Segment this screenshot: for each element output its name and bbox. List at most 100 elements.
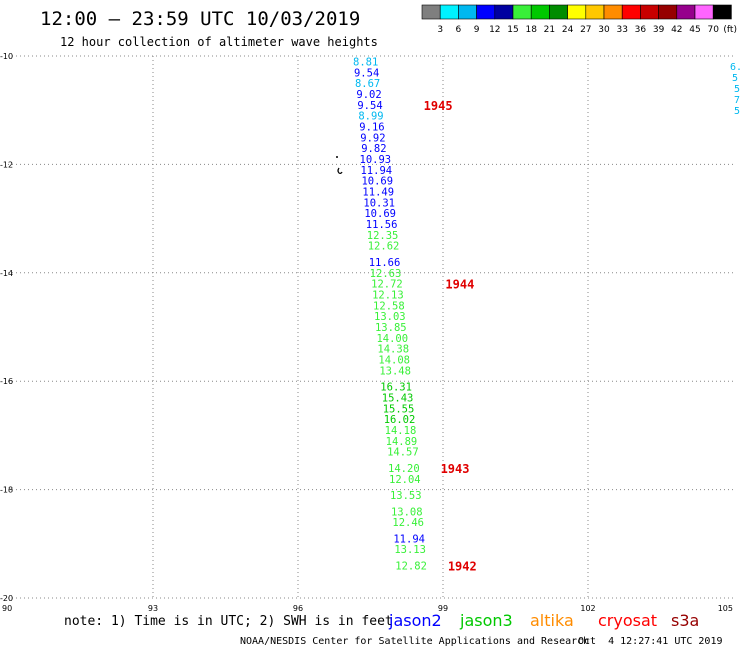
wave-height-label: 15.55	[383, 403, 415, 415]
colorbar-swatch	[676, 4, 696, 20]
wave-height-label: 14.38	[377, 344, 409, 356]
colorbar-swatch	[694, 4, 714, 20]
edge-wave-height-label: 5	[734, 106, 740, 117]
colorbar-tick-label: 9	[474, 25, 480, 35]
colorbar-tick-label: 21	[544, 25, 555, 35]
colorbar-swatch	[658, 4, 678, 20]
chart-title: 12:00 – 23:59 UTC 10/03/2019	[40, 8, 360, 30]
island-marker	[336, 156, 343, 174]
wave-height-label: 10.69	[364, 208, 396, 220]
timestamp-text: Oct 4 12:27:41 UTC 2019	[578, 636, 723, 647]
x-tick-label: 96	[293, 604, 303, 613]
colorbar-swatch	[603, 4, 623, 20]
wave-height-label: 9.02	[356, 89, 381, 101]
x-tick-label: 102	[580, 604, 595, 613]
satellite-legend-jason3: jason3	[459, 611, 513, 630]
wave-height-label: 8.67	[355, 78, 380, 90]
wave-height-label: 10.93	[360, 154, 392, 166]
wave-height-label: 13.13	[394, 544, 426, 556]
x-tick-label: 90	[2, 604, 12, 613]
wave-height-label: 13.53	[390, 490, 422, 502]
wave-height-label: 9.92	[360, 132, 385, 144]
edge-wave-height-label: 5	[734, 84, 740, 95]
colorbar-swatch	[640, 4, 659, 20]
footer: note: 1) Time is in UTC; 2) SWH is in fe…	[64, 611, 723, 647]
wave-height-label: 10.69	[361, 176, 393, 188]
colorbar-swatch	[512, 4, 532, 20]
colorbar-swatch	[621, 4, 641, 20]
satellite-legend-s3a: s3a	[671, 611, 699, 630]
wave-height-label: 12.58	[373, 300, 405, 312]
colorbar-tick-label: 42	[671, 25, 682, 35]
wave-height-label: 13.08	[391, 506, 423, 518]
colorbar-swatch	[476, 4, 496, 20]
colorbar-swatch	[494, 4, 514, 20]
wave-height-label: 14.18	[385, 425, 417, 437]
colorbar-tick-label: 6	[456, 25, 462, 35]
colorbar-swatch	[567, 4, 587, 20]
y-tick-label: -16	[0, 377, 13, 386]
edge-wave-height-label: 7	[734, 95, 740, 106]
wave-height-label: 14.08	[378, 355, 410, 367]
colorbar-tick-label: 33	[616, 25, 627, 35]
edge-wave-height-label: 5	[732, 73, 738, 84]
colorbar-swatch	[421, 4, 441, 20]
colorbar-tick-label: 24	[562, 25, 574, 35]
pass-time-label: 1944	[445, 278, 474, 292]
colorbar-swatch	[530, 4, 550, 20]
wave-height-label: 10.31	[363, 197, 395, 209]
colorbar-swatch	[458, 4, 477, 20]
colorbar-tick-label: 15	[507, 25, 518, 35]
wave-height-label: 11.94	[393, 533, 425, 545]
wave-height-label: 16.31	[380, 382, 412, 394]
y-tick-label: -14	[0, 269, 13, 278]
colorbar-tick-label: 3	[437, 25, 443, 35]
wave-height-label: 12.62	[368, 241, 400, 253]
x-tick-label: 105	[718, 604, 733, 613]
wave-height-label: 12.04	[389, 474, 421, 486]
y-tick-label: -12	[0, 160, 13, 169]
satellite-legend-altika: altika	[530, 611, 574, 630]
chart-subtitle: 12 hour collection of altimeter wave hei…	[60, 35, 378, 49]
colorbar-unit: (ft)	[723, 25, 737, 35]
wave-height-label: 11.56	[366, 219, 398, 231]
wave-height-label: 8.81	[353, 56, 378, 68]
colorbar-tick-label: 45	[689, 25, 700, 35]
colorbar-tick-label: 30	[598, 25, 610, 35]
wave-height-label: 13.03	[374, 311, 406, 323]
wave-height-label: 9.16	[359, 121, 384, 133]
credit-text: NOAA/NESDIS Center for Satellite Applica…	[240, 636, 589, 647]
colorbar-swatch	[439, 4, 459, 20]
wave-height-label: 12.35	[367, 230, 399, 242]
wave-height-label: 16.02	[384, 414, 416, 426]
wave-height-label: 14.00	[376, 333, 408, 345]
wave-height-label: 12.72	[371, 279, 403, 291]
colorbar-swatch	[549, 4, 568, 20]
satellite-legend-jason2: jason2	[388, 611, 442, 630]
wave-height-label: 12.13	[372, 289, 404, 301]
wave-height-label: 13.48	[379, 365, 411, 377]
edge-wave-height-label: 6.4	[730, 62, 740, 73]
y-tick-label: -18	[0, 486, 13, 495]
wave-height-label: 12.46	[392, 517, 424, 529]
colorbar-legend: 3 6 9 12 15 18 21 24 27 30 33 36 39 42 45 70 (ft)	[421, 4, 737, 35]
wave-height-label: 15.43	[382, 392, 414, 404]
colorbar-tick-label: 12	[489, 25, 500, 35]
wave-height-label: 8.99	[358, 111, 383, 123]
wave-height-label: 11.49	[362, 187, 394, 199]
wave-height-label: 9.54	[354, 67, 379, 79]
wave-height-label: 11.94	[360, 165, 392, 177]
pass-time-label: 1943	[441, 462, 470, 476]
wave-height-label: 14.20	[388, 463, 420, 475]
pass-time-label: 1945	[424, 99, 453, 113]
satellite-legend: jason2 jason3 altika cryosat s3a	[388, 611, 699, 630]
colorbar-tick-label: 27	[580, 25, 591, 35]
colorbar-tick-label: 36	[635, 25, 647, 35]
pass-time-label: 1942	[448, 559, 477, 573]
wave-height-label: 12.82	[395, 560, 427, 572]
x-tick-label: 93	[148, 604, 158, 613]
wave-height-label: 14.89	[386, 436, 418, 448]
wave-height-label: 14.57	[387, 447, 419, 459]
